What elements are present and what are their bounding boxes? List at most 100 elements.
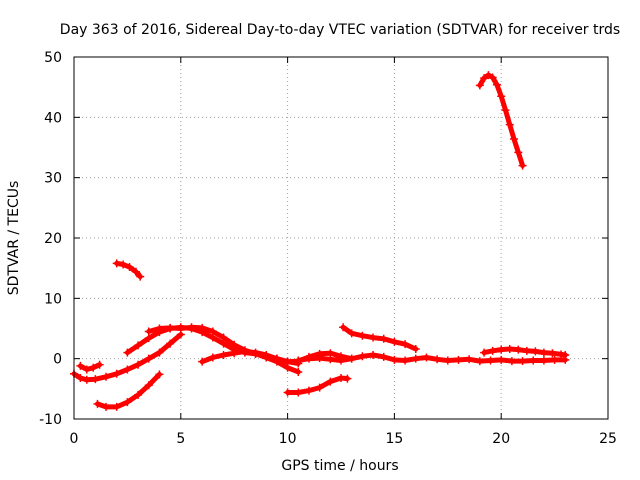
series-arc-e bbox=[76, 360, 104, 374]
data-point bbox=[390, 337, 399, 346]
data-point bbox=[144, 354, 153, 363]
data-point bbox=[539, 356, 548, 365]
data-point bbox=[343, 374, 352, 383]
data-point bbox=[475, 357, 484, 366]
data-point bbox=[539, 348, 548, 357]
x-tick-label: 5 bbox=[176, 431, 185, 447]
x-tick-label: 25 bbox=[599, 431, 617, 447]
data-point bbox=[518, 357, 527, 366]
data-point bbox=[134, 360, 143, 369]
data-point bbox=[76, 373, 85, 382]
y-tick-label: 50 bbox=[44, 50, 62, 66]
data-point bbox=[304, 386, 313, 395]
y-tick-label: 20 bbox=[44, 231, 62, 247]
data-point bbox=[488, 346, 497, 355]
series-trace bbox=[77, 362, 103, 372]
data-point bbox=[187, 323, 196, 332]
grid bbox=[74, 57, 608, 419]
y-tick-label: 40 bbox=[44, 110, 62, 126]
data-point bbox=[123, 348, 132, 357]
data-point bbox=[294, 388, 303, 397]
data-point bbox=[82, 375, 91, 384]
data-point bbox=[411, 345, 420, 354]
data-point bbox=[475, 81, 484, 90]
data-point bbox=[315, 383, 324, 392]
y-tick-label: -10 bbox=[39, 412, 62, 428]
data-point bbox=[326, 355, 335, 364]
data-point bbox=[358, 331, 367, 340]
series-layer bbox=[70, 71, 570, 411]
data-point bbox=[518, 161, 527, 170]
x-tick-label: 0 bbox=[70, 431, 79, 447]
data-point bbox=[283, 388, 292, 397]
series-arc-15 bbox=[112, 259, 145, 281]
data-point bbox=[219, 351, 228, 360]
data-point bbox=[529, 356, 538, 365]
series-arc-c bbox=[144, 323, 303, 376]
data-point bbox=[102, 402, 111, 411]
series-arc-f bbox=[339, 323, 420, 354]
data-point bbox=[548, 349, 557, 358]
data-point bbox=[95, 360, 104, 369]
data-point bbox=[131, 267, 140, 276]
data-point bbox=[561, 351, 570, 360]
data-point bbox=[401, 356, 410, 365]
series-arc-neg5 bbox=[283, 373, 352, 397]
data-point bbox=[379, 334, 388, 343]
plot-frame bbox=[73, 56, 609, 420]
data-point bbox=[358, 352, 367, 361]
data-point bbox=[433, 355, 442, 364]
data-point bbox=[272, 354, 281, 363]
data-point bbox=[514, 345, 523, 354]
data-point bbox=[550, 355, 559, 364]
data-point bbox=[198, 357, 207, 366]
data-point bbox=[347, 329, 356, 338]
data-point bbox=[510, 135, 519, 144]
data-point bbox=[262, 351, 271, 360]
data-point bbox=[505, 120, 514, 129]
data-point bbox=[401, 340, 410, 349]
data-point bbox=[93, 399, 102, 408]
data-point bbox=[208, 327, 217, 336]
data-point bbox=[123, 365, 132, 374]
data-point bbox=[198, 323, 207, 332]
data-point bbox=[283, 357, 292, 366]
series-arc-neg8 bbox=[93, 370, 164, 411]
data-point bbox=[326, 377, 335, 386]
data-point bbox=[531, 347, 540, 356]
x-tick-label: 20 bbox=[492, 431, 510, 447]
data-point bbox=[76, 361, 85, 370]
data-point bbox=[91, 375, 100, 384]
data-point bbox=[102, 372, 111, 381]
data-point bbox=[514, 148, 523, 157]
data-point bbox=[230, 340, 239, 349]
data-point bbox=[369, 333, 378, 342]
data-point bbox=[230, 349, 239, 358]
data-point bbox=[497, 345, 506, 354]
data-point bbox=[82, 365, 91, 374]
data-point bbox=[125, 262, 134, 271]
data-point bbox=[304, 354, 313, 363]
data-point bbox=[497, 92, 506, 101]
data-point bbox=[369, 351, 378, 360]
data-point bbox=[488, 73, 497, 82]
series-arc-high bbox=[475, 71, 527, 170]
y-tick-label: 10 bbox=[44, 291, 62, 307]
data-point bbox=[112, 259, 121, 268]
x-tick-label: 15 bbox=[385, 431, 403, 447]
chart-title: Day 363 of 2016, Sidereal Day-to-day VTE… bbox=[60, 22, 620, 38]
data-point bbox=[155, 370, 164, 379]
data-point bbox=[123, 398, 132, 407]
data-point bbox=[134, 341, 143, 350]
data-point bbox=[119, 260, 128, 269]
data-point bbox=[505, 345, 514, 354]
y-tick-label: 0 bbox=[53, 352, 62, 368]
series-arc-h bbox=[480, 345, 570, 360]
data-point bbox=[136, 272, 145, 281]
x-axis-label: GPS time / hours bbox=[281, 458, 398, 474]
data-point bbox=[480, 348, 489, 357]
series-trace bbox=[199, 348, 301, 366]
data-point bbox=[480, 74, 489, 83]
data-point bbox=[166, 339, 175, 348]
data-point bbox=[486, 356, 495, 365]
